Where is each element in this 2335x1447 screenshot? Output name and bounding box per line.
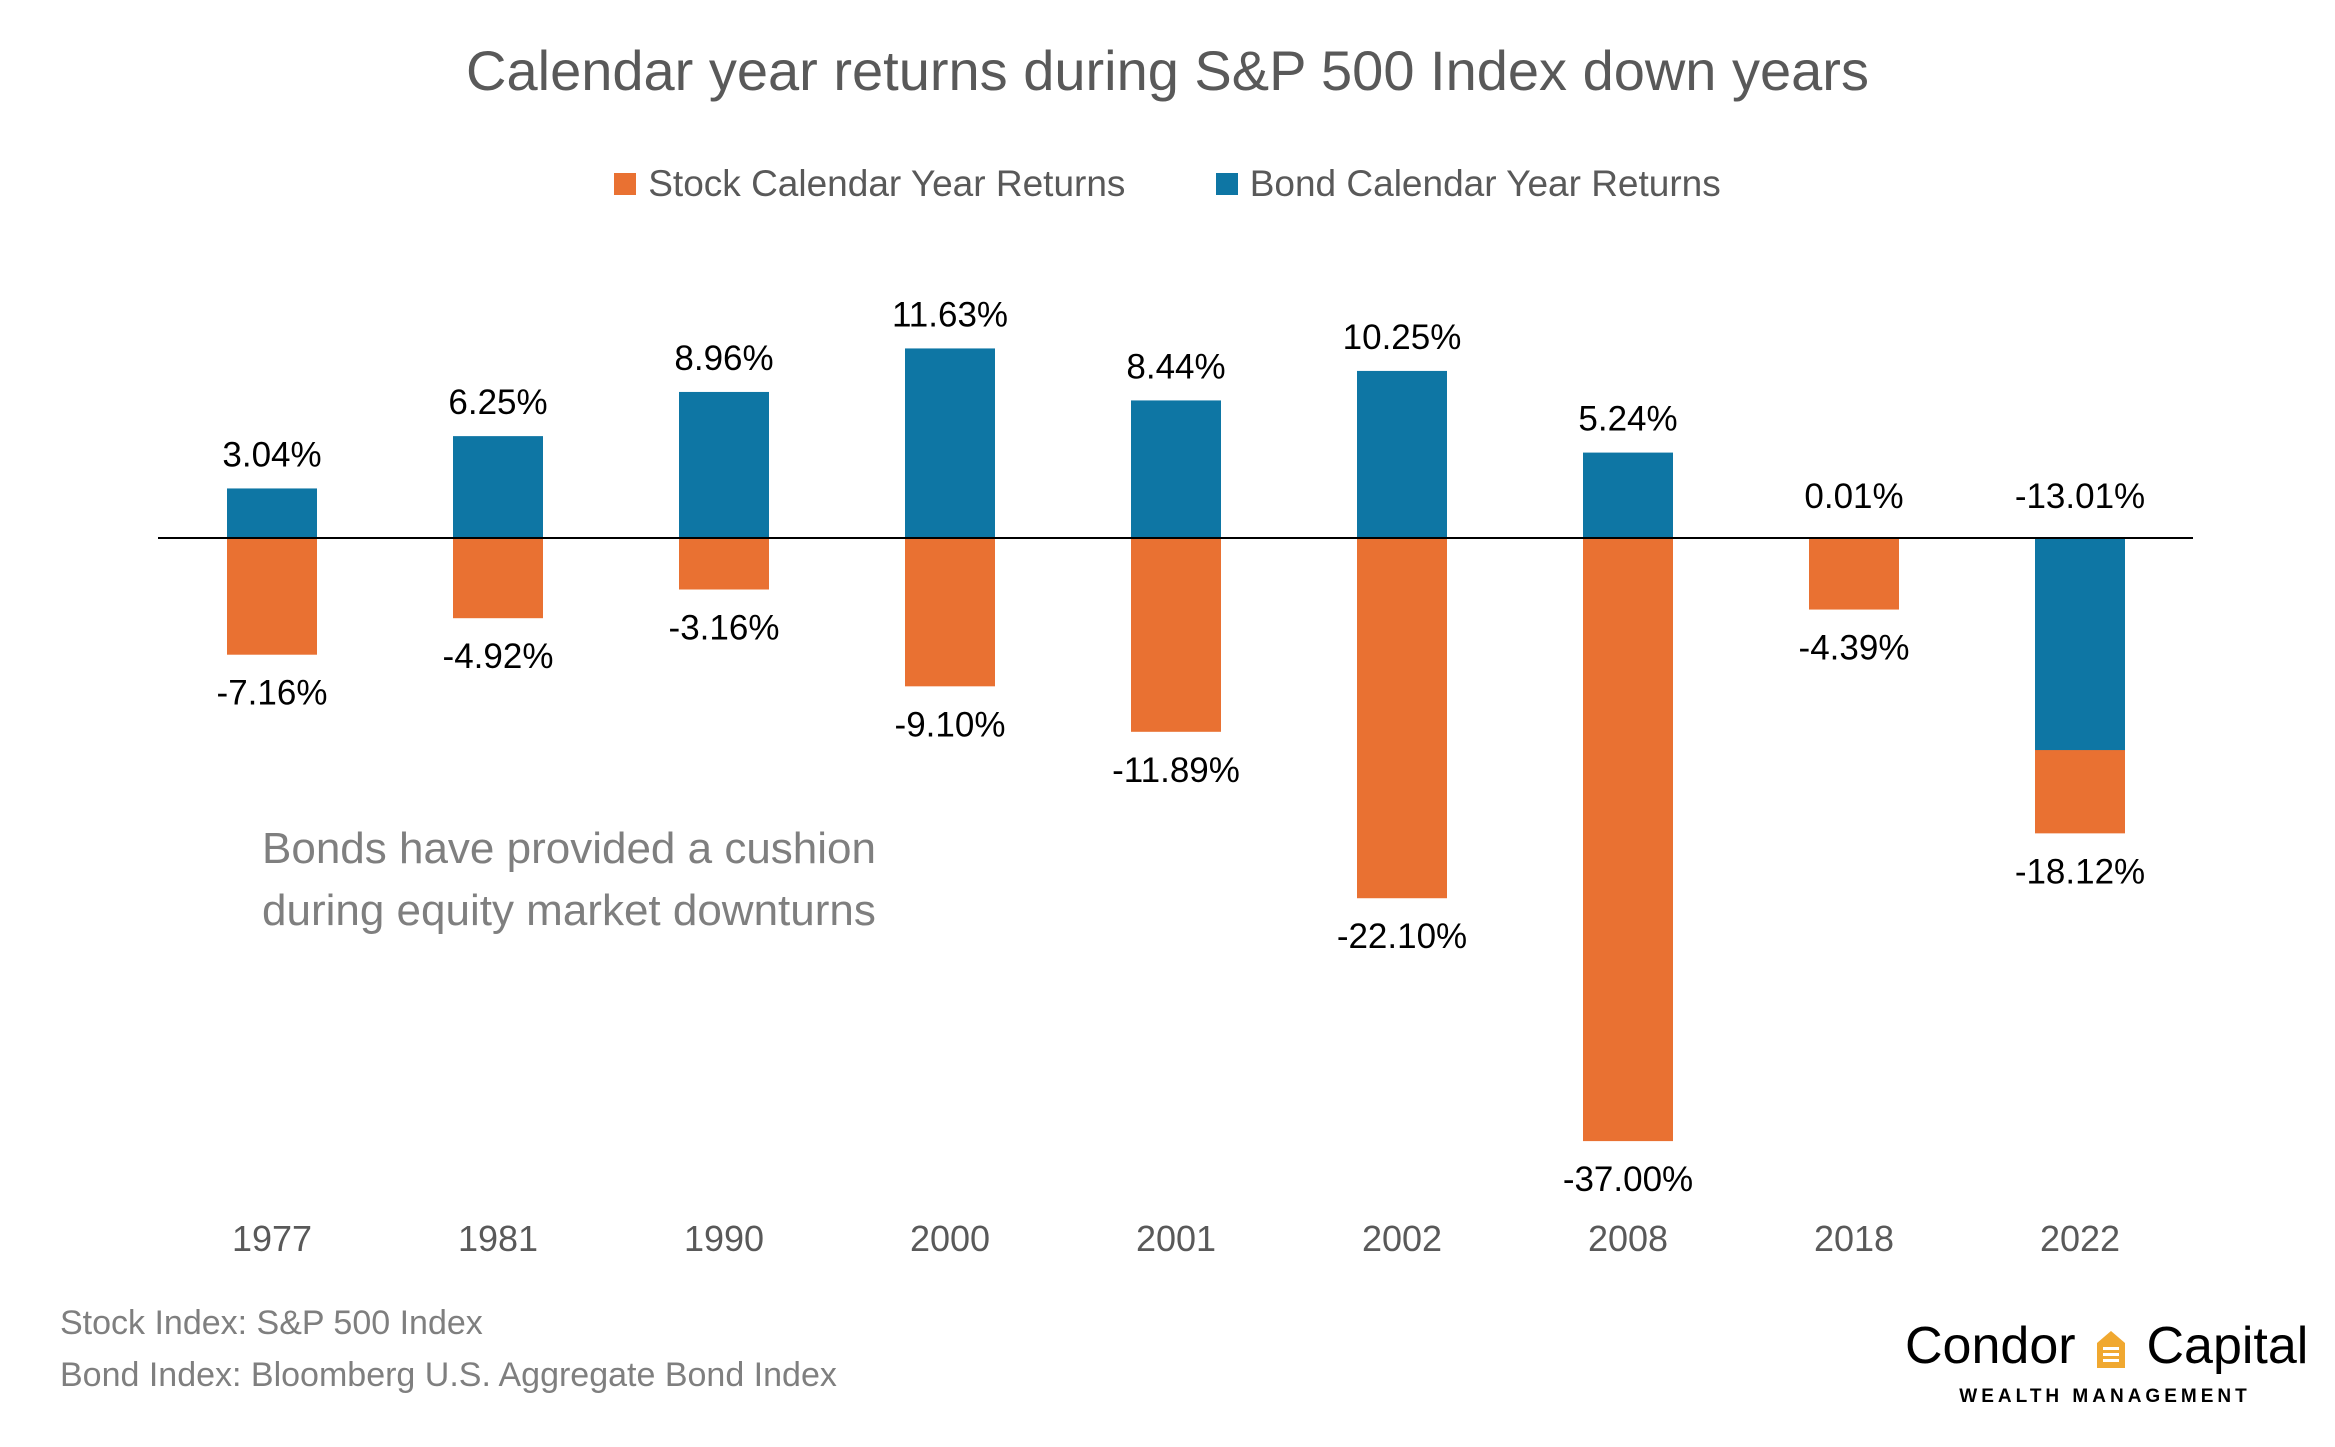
annotation-line-2: during equity market downturns	[262, 886, 876, 935]
bond-data-label-2022: -13.01%	[2015, 477, 2145, 516]
bond-data-label-1990: 8.96%	[674, 339, 773, 378]
stock-bar-2018	[1809, 538, 1899, 610]
bond-data-label-1977: 3.04%	[222, 435, 321, 474]
bond-bar-2008	[1583, 452, 1673, 538]
legend-swatch-stock	[614, 173, 637, 196]
stock-bar-1981	[453, 538, 543, 619]
x-tick-label-2008: 2008	[1588, 1218, 1668, 1259]
stock-bar-1977	[227, 538, 317, 655]
stock-data-label-2002: -22.10%	[1337, 917, 1467, 956]
stock-bar-2001	[1131, 538, 1221, 732]
logo-tagline: WEALTH MANAGEMENT	[1959, 1386, 2251, 1407]
legend-item-stock: Stock Calendar Year Returns	[614, 161, 1125, 205]
x-tick-label-1977: 1977	[232, 1218, 312, 1259]
source-bond-index: Bond Index: Bloomberg U.S. Aggregate Bon…	[60, 1356, 837, 1394]
sources: Stock Index: S&P 500 Index Bond Index: B…	[60, 1297, 837, 1401]
stock-data-label-2018: -4.39%	[1799, 629, 1910, 668]
logo-wordmark: Condor Capital	[1905, 1316, 2309, 1376]
stock-bar-1990	[679, 538, 769, 590]
bond-bar-1977	[227, 488, 317, 538]
bond-bar-1981	[453, 436, 543, 538]
bond-data-label-2008: 5.24%	[1578, 400, 1677, 439]
stock-data-label-2022: -18.12%	[2015, 852, 2145, 891]
stock-bar-2000	[905, 538, 995, 687]
stock-data-label-1990: -3.16%	[669, 609, 780, 648]
legend-swatch-bond	[1215, 173, 1238, 196]
x-tick-label-1981: 1981	[458, 1218, 538, 1259]
stock-data-label-2008: -37.00%	[1563, 1160, 1693, 1199]
bond-data-label-2000: 11.63%	[892, 295, 1008, 334]
x-tick-label-1990: 1990	[684, 1218, 764, 1259]
stock-data-label-1977: -7.16%	[217, 674, 328, 713]
house-icon	[2097, 1331, 2126, 1369]
x-tick-label-2018: 2018	[1814, 1218, 1894, 1259]
legend-label-stock: Stock Calendar Year Returns	[648, 163, 1126, 205]
annotation: Bonds have provided a cushion during equ…	[262, 818, 876, 942]
legend-label-bond: Bond Calendar Year Returns	[1249, 163, 1721, 205]
stock-bar-2008	[1583, 538, 1673, 1142]
stock-data-label-2000: -9.10%	[895, 705, 1006, 744]
bond-bar-1990	[679, 391, 769, 538]
stock-data-label-2001: -11.89%	[1112, 751, 1240, 790]
legend-item-bond: Bond Calendar Year Returns	[1215, 161, 1721, 205]
bond-bar-2000	[905, 348, 995, 538]
bond-bar-2001	[1131, 400, 1221, 538]
bond-data-label-2001: 8.44%	[1126, 347, 1225, 386]
x-tick-label-2000: 2000	[910, 1218, 990, 1259]
x-tick-label-2022: 2022	[2040, 1218, 2120, 1259]
stock-data-label-1981: -4.92%	[443, 637, 554, 676]
chart-title: Calendar year returns during S&P 500 Ind…	[466, 39, 1869, 102]
x-tick-label-2002: 2002	[1362, 1218, 1442, 1259]
logo-name-left: Condor	[1905, 1317, 2076, 1375]
condor-capital-logo: Condor Capital WEALTH MANAGEMENT	[1905, 1316, 2309, 1408]
legend: Stock Calendar Year Returns Bond Calenda…	[0, 160, 2335, 205]
annotation-line-1: Bonds have provided a cushion	[262, 824, 876, 873]
bond-bar-2002	[1357, 370, 1447, 538]
bond-data-label-1981: 6.25%	[448, 383, 547, 422]
logo-name-right: Capital	[2146, 1317, 2309, 1375]
bond-data-label-2018: 0.01%	[1804, 477, 1903, 516]
x-tick-label-2001: 2001	[1136, 1218, 1216, 1259]
bond-data-label-2002: 10.25%	[1343, 318, 1462, 357]
source-stock-index: Stock Index: S&P 500 Index	[60, 1304, 483, 1342]
bond-bar-2022	[2035, 538, 2125, 751]
stock-bar-2002	[1357, 538, 1447, 899]
